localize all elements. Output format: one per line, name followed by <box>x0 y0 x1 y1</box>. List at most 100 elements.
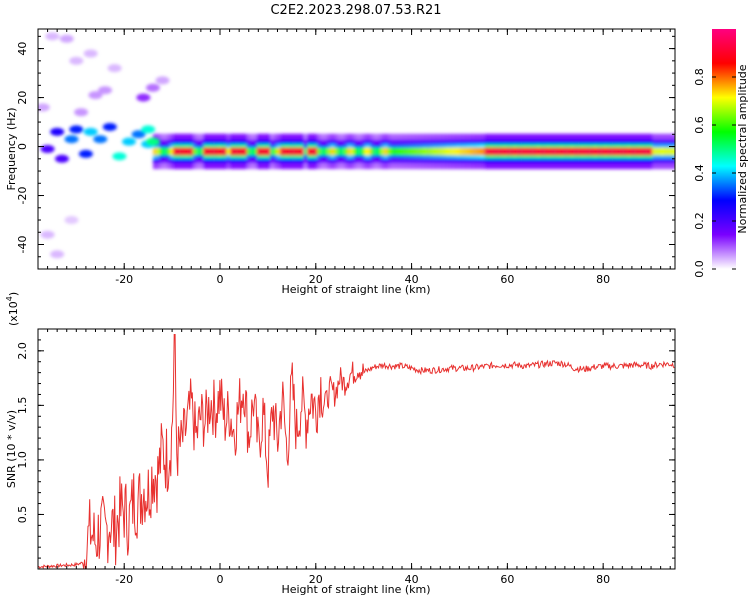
ridge-cell <box>525 147 530 156</box>
ridge-cell <box>340 147 345 156</box>
ridge-cell <box>283 147 288 156</box>
ridge-cell <box>173 147 178 156</box>
ridge-cell <box>297 147 302 156</box>
spectral-blob <box>54 154 69 163</box>
tick-label: 20 <box>16 91 29 105</box>
ridge-cell <box>293 147 298 156</box>
ridge-cell <box>592 147 597 156</box>
ridge-cell <box>179 147 184 156</box>
tick-label: 1.0 <box>16 451 29 469</box>
spectral-blob <box>40 230 55 239</box>
ridge-cell <box>186 147 191 156</box>
ridge-cell <box>176 147 181 156</box>
ridge-cell <box>394 147 399 156</box>
tick-label: 80 <box>596 573 610 586</box>
ridge-cell <box>639 147 644 156</box>
snr-ticks: -20 0 20 40 60 80 0.5 1.0 1.5 2.0 <box>16 329 675 586</box>
tick-label: 60 <box>500 573 514 586</box>
ridge-cell <box>374 147 379 156</box>
ridge-cell <box>317 147 322 156</box>
spectral-blob <box>155 76 170 85</box>
ridge-cell <box>561 147 566 156</box>
ridge-cell <box>642 147 647 156</box>
spectral-blob <box>145 137 160 146</box>
ridge-cell <box>427 147 432 156</box>
ridge-cell <box>417 147 422 156</box>
ridge-cell <box>535 147 540 156</box>
ridge-cell <box>478 147 483 156</box>
ridge-cell <box>256 147 261 156</box>
ridge-cell <box>572 147 576 156</box>
ridge-cell <box>216 147 221 156</box>
ridge-cell <box>364 147 369 156</box>
tick-label: -20 <box>115 573 133 586</box>
spectrogram-panel: -20 0 20 40 60 80 -40 -20 0 20 40 Height of straig… <box>5 28 676 296</box>
ridge-cell <box>575 147 580 156</box>
ridge-cell <box>451 147 456 156</box>
ridge-cell <box>233 147 238 156</box>
colorbar-bar <box>712 29 736 269</box>
ridge-cell <box>508 147 513 156</box>
tick-label: -20 <box>16 187 29 205</box>
ridge-cell <box>672 147 675 156</box>
ridge-cell <box>454 147 459 156</box>
ridge-cell <box>645 147 650 156</box>
ridge-cell <box>411 147 416 156</box>
ridge-cell <box>310 147 315 156</box>
snr-ylabel: SNR (10 * v/v) <box>5 410 18 488</box>
ridge-cell <box>605 147 610 156</box>
ridge-cell <box>538 147 543 156</box>
spectral-blob <box>59 34 74 43</box>
tick-label: -40 <box>16 236 29 254</box>
scatter-blobs <box>38 32 170 259</box>
ridge-cell <box>196 147 201 156</box>
ridge-cell <box>303 147 308 156</box>
ridge-cell <box>665 147 670 156</box>
tick-label: 0 <box>16 143 29 150</box>
ridge-cell <box>404 147 409 156</box>
ridge-cell <box>246 147 251 156</box>
colorbar-label: Normalized spectral amplitude <box>736 64 749 233</box>
tick-label: 0.2 <box>693 212 706 230</box>
ridge-cell <box>350 147 355 156</box>
ridge-cell <box>199 147 204 156</box>
ridge-cell <box>632 147 637 156</box>
ridge-cell <box>220 147 224 156</box>
snr-multiplier-base: (x10 <box>7 301 20 326</box>
ridge-cell <box>585 147 590 156</box>
ridge-cell <box>333 147 338 156</box>
spectral-blob <box>69 56 84 65</box>
ridge-cell <box>471 147 476 156</box>
snr-multiplier: (x104) <box>5 292 20 326</box>
spectral-blob <box>93 135 108 144</box>
spectral-blob <box>145 83 160 92</box>
ridge-cell <box>582 147 587 156</box>
ridge-cell <box>565 147 570 156</box>
ridge-cell <box>501 147 506 156</box>
ridge-cell <box>213 147 218 156</box>
tick-label: 20 <box>309 273 323 286</box>
ridge-cell <box>414 147 419 156</box>
spectral-blob <box>112 152 127 161</box>
spectral-blob <box>107 64 122 73</box>
ridge-cell <box>545 147 550 156</box>
spectral-blob <box>83 49 98 58</box>
tick-label: 0 <box>217 273 224 286</box>
ridge-cell <box>223 147 228 156</box>
ridge-cell <box>313 147 318 156</box>
ridge-cell <box>357 147 362 156</box>
tick-label: 0.5 <box>16 506 29 524</box>
tick-label: 1.5 <box>16 397 29 415</box>
spectral-blob <box>98 86 113 95</box>
ridge-cell <box>206 147 211 156</box>
ridge-cell <box>504 147 509 156</box>
tick-label: 20 <box>309 573 323 586</box>
ridge-cell <box>243 147 248 156</box>
tick-label: 40 <box>16 42 29 56</box>
ridge-cell <box>431 147 436 156</box>
ridge-cell <box>441 147 446 156</box>
spectrogram-image <box>38 32 675 259</box>
tick-label: 40 <box>405 573 419 586</box>
spectral-blob <box>78 149 93 158</box>
ridge-cell <box>273 147 278 156</box>
